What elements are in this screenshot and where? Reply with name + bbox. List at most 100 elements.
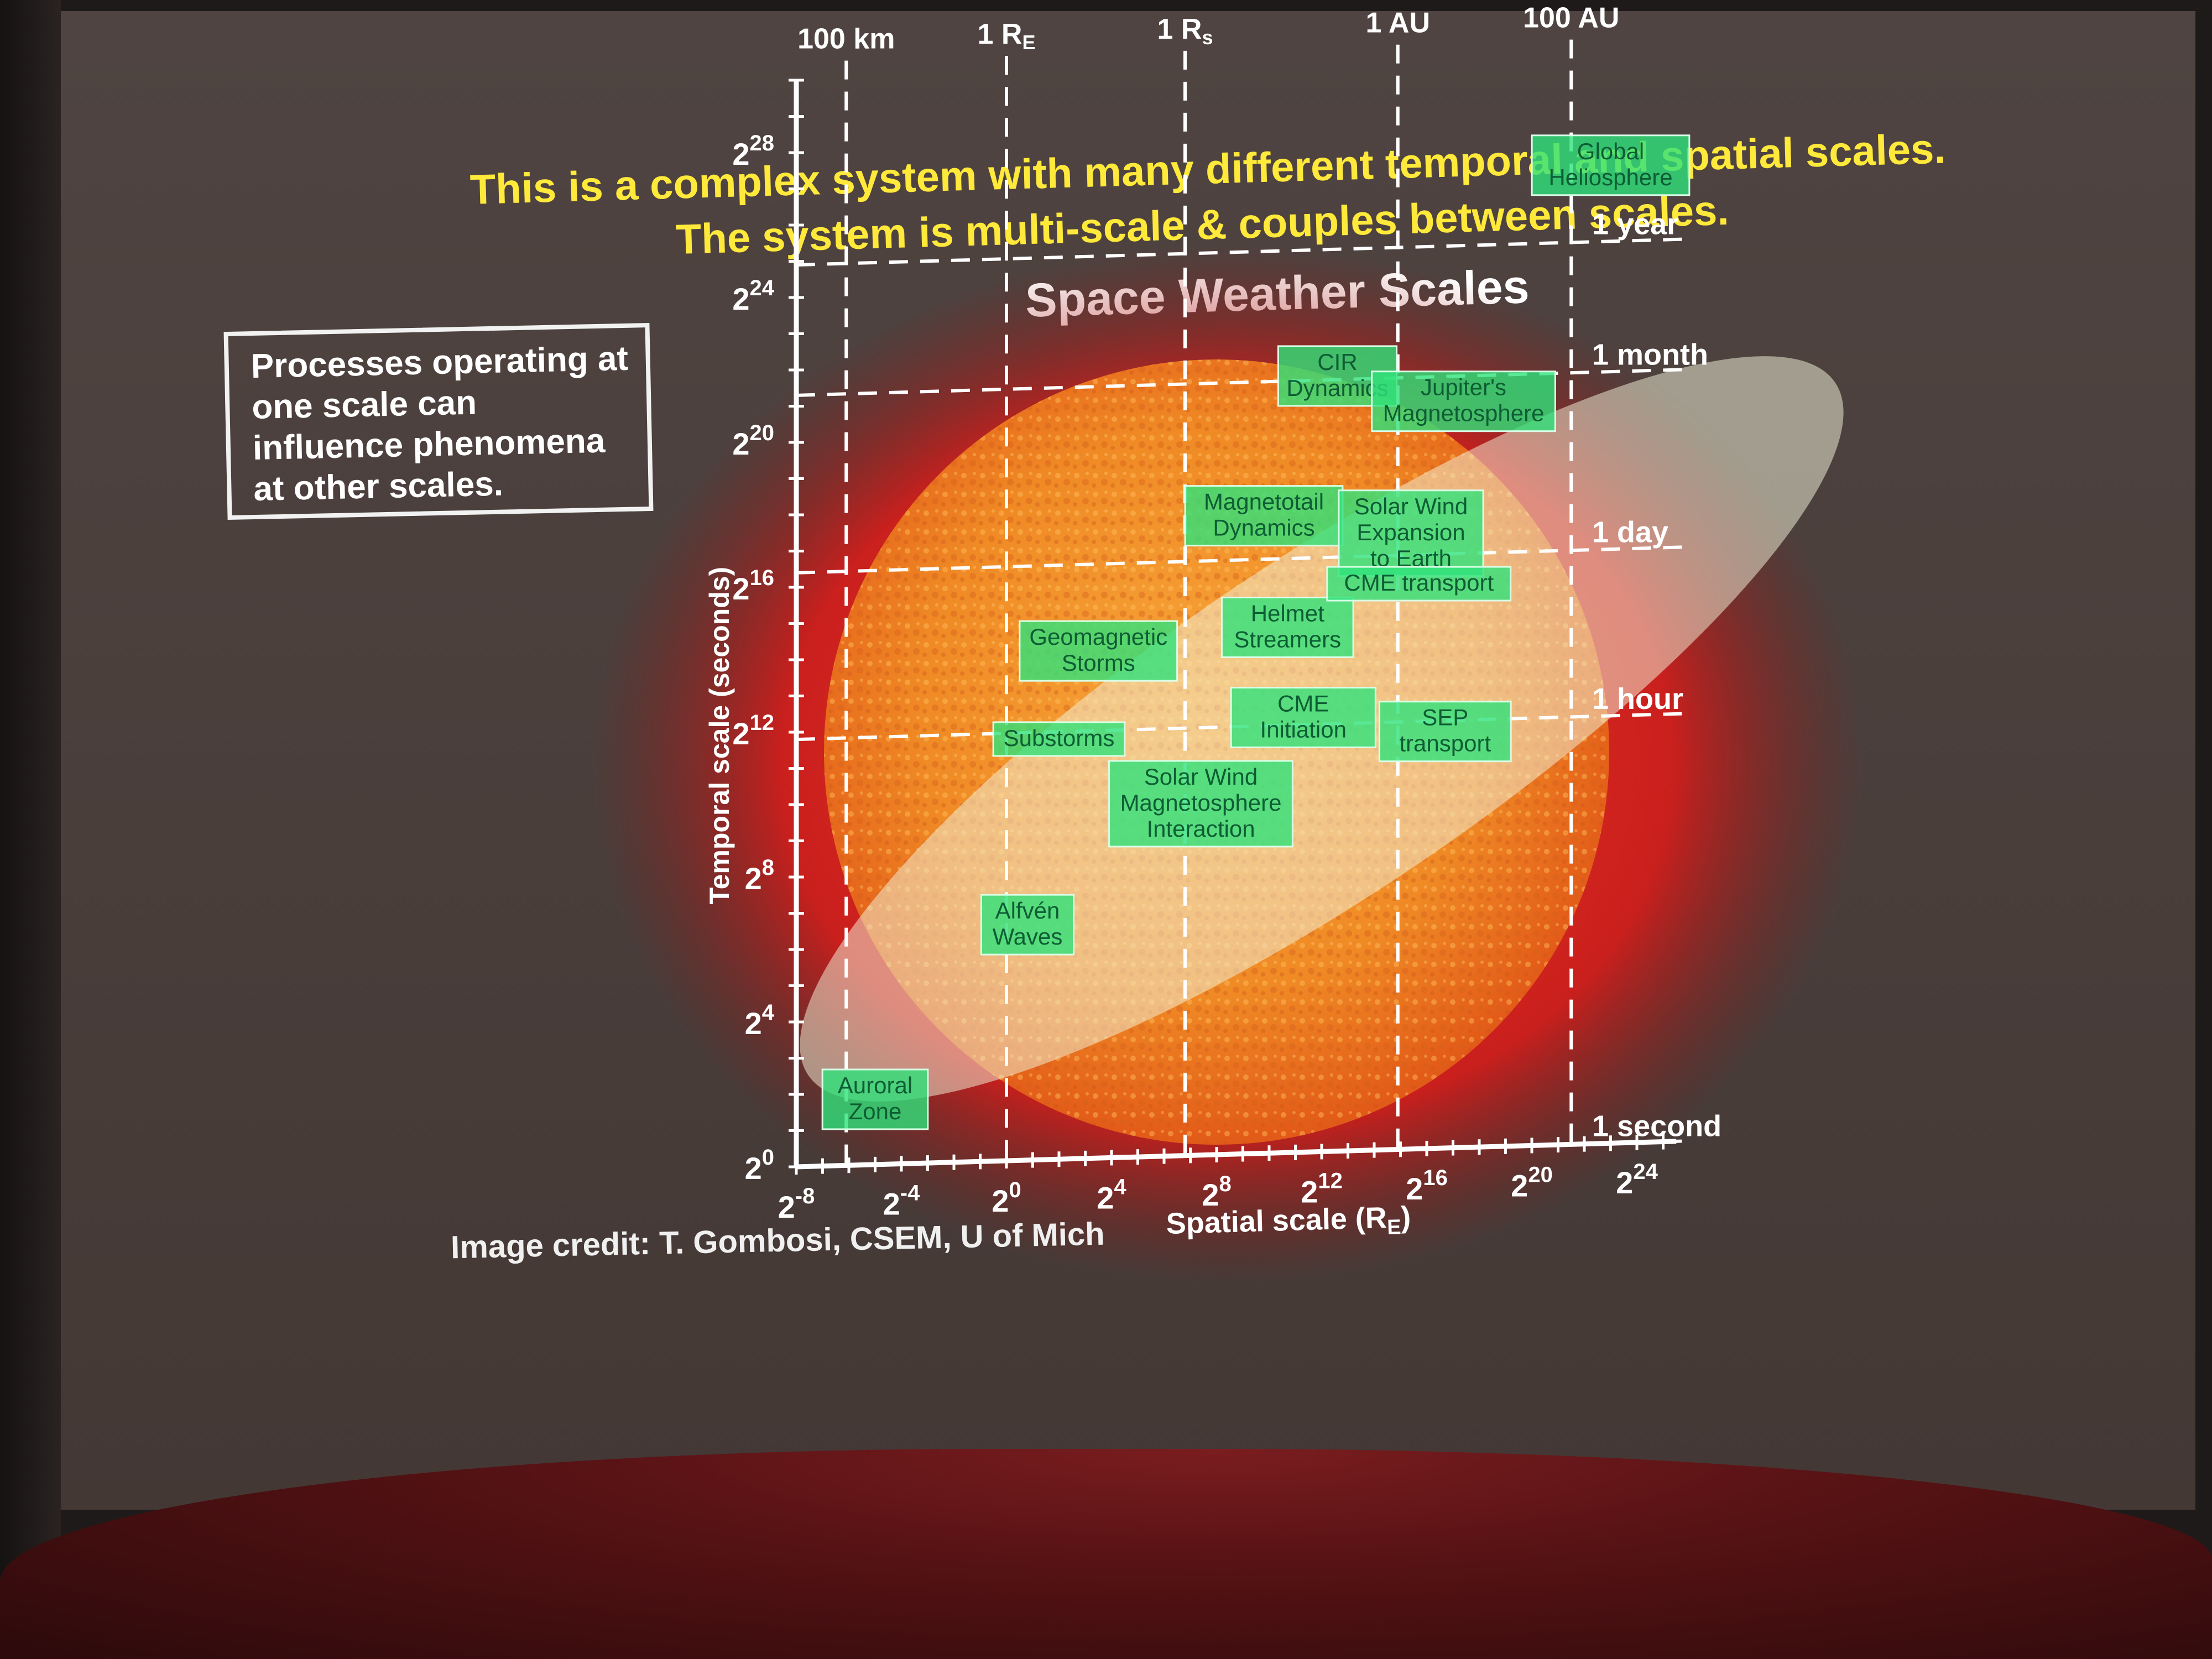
y-tick-base: 2 <box>732 571 749 606</box>
y-tick-exponent: 20 <box>750 421 775 445</box>
phenomenon-text: Global <box>1577 138 1644 164</box>
y-axis-label: Temporal scale (seconds) <box>704 567 735 904</box>
x-tick-base: 2 <box>1406 1171 1423 1206</box>
temporal-reference-label: 1 day <box>1592 515 1668 549</box>
y-tick-exponent: 4 <box>762 1000 775 1025</box>
room-wall <box>0 0 61 1659</box>
spatial-reference-text: 100 km <box>797 23 895 55</box>
x-tick-exponent: 24 <box>1633 1160 1658 1184</box>
phenomenon-box <box>1108 760 1293 848</box>
x-tick-label: 216 <box>1406 1166 1448 1206</box>
y-tick-label: 212 <box>732 711 774 751</box>
phenomenon-text: Magnetosphere <box>1120 790 1282 816</box>
phenomenon-box <box>1531 134 1691 196</box>
phenomenon-text: CME <box>1277 690 1329 716</box>
spatial-reference-label: 1 AU <box>1365 7 1430 39</box>
y-tick-exponent: 28 <box>750 131 775 155</box>
phenomenon-box <box>1338 489 1484 577</box>
y-tick-base: 2 <box>732 426 749 461</box>
phenomenon-box <box>980 894 1075 956</box>
x-tick-exponent: -4 <box>900 1181 920 1205</box>
phenomenon-text: Solar Wind <box>1354 493 1468 519</box>
x-tick-label: 2-8 <box>778 1184 815 1224</box>
x-axis-line <box>796 1139 1677 1170</box>
phenomenon-text: CME transport <box>1344 570 1494 596</box>
phenomenon-box <box>1371 371 1556 432</box>
x-axis-title: Spatial scale (RE) <box>1166 1201 1411 1245</box>
temporal-reference-label: 1 hour <box>1592 682 1683 716</box>
phenomenon-text: Storms <box>1062 650 1135 676</box>
phenomenon-text: Interaction <box>1146 816 1255 842</box>
spatial-reference-label: 100 AU <box>1523 2 1619 34</box>
y-tick-exponent: 24 <box>750 276 775 300</box>
x-tick-label: 2-4 <box>883 1181 920 1221</box>
y-tick-label: 228 <box>732 131 774 171</box>
x-tick-base: 2 <box>1616 1165 1633 1200</box>
x-tick-exponent: -8 <box>795 1184 815 1208</box>
phenomenon-box <box>1230 686 1376 748</box>
temporal-reference-line <box>796 368 1684 397</box>
phenomenon-text: Solar Wind <box>1144 764 1258 790</box>
spatial-reference-label: 1 Rs <box>1157 13 1213 49</box>
phenomenon-text: Zone <box>849 1098 902 1124</box>
temporal-reference-line <box>796 237 1684 267</box>
y-tick-label: 24 <box>745 1000 775 1041</box>
phenomenon-text: transport <box>1399 731 1491 757</box>
x-tick-base: 2 <box>992 1183 1009 1218</box>
phenomenon-text: Helmet <box>1251 600 1324 626</box>
phenomenon-text: Streamers <box>1234 626 1341 652</box>
phenomenon-label: Substorms <box>992 721 1126 757</box>
phenomenon-box <box>992 721 1126 757</box>
temporal-reference-label: 1 second <box>1592 1110 1721 1143</box>
spatial-reference-sub: E <box>1022 31 1035 54</box>
phenomenon-text: Magnetotail <box>1204 489 1324 515</box>
y-tick-exponent: 0 <box>762 1145 774 1170</box>
x-axis-label-sub: E <box>1387 1215 1402 1239</box>
x-tick-base: 2 <box>1511 1168 1528 1203</box>
spatial-reference-text: 1 R <box>1157 13 1202 45</box>
phenomenon-text: Initiation <box>1260 716 1347 742</box>
phenomenon-box <box>821 1068 929 1130</box>
y-tick-exponent: 12 <box>750 711 775 735</box>
phenomenon-text: Heliosphere <box>1548 164 1672 190</box>
y-tick-base: 2 <box>732 716 749 751</box>
y-tick-label: 20 <box>745 1145 774 1186</box>
phenomenon-box <box>1378 701 1512 763</box>
y-tick-label: 220 <box>732 421 774 461</box>
x-tick-exponent: 12 <box>1318 1168 1343 1193</box>
phenomenon-text: Alfvén <box>995 898 1060 924</box>
y-tick-label: 28 <box>745 855 774 896</box>
y-tick-label: 216 <box>732 566 774 606</box>
phenomenon-box <box>1019 620 1178 682</box>
spatial-reference-text: 1 R <box>978 18 1022 50</box>
temporal-reference-line <box>796 545 1684 575</box>
x-tick-label: 20 <box>992 1178 1021 1218</box>
spatial-reference-text: 100 AU <box>1523 2 1619 34</box>
x-tick-base: 2 <box>883 1186 900 1221</box>
y-tick-label: 224 <box>732 276 774 316</box>
spatial-reference-text: 1 AU <box>1365 7 1430 39</box>
x-tick-label: 24 <box>1097 1175 1126 1215</box>
phenomenon-text: Expansion <box>1357 519 1465 545</box>
phenomenon-text: Jupiter's <box>1421 374 1506 400</box>
y-tick-base: 2 <box>745 1151 762 1186</box>
x-axis-label-main: Spatial scale (R <box>1166 1201 1387 1240</box>
y-tick-base: 2 <box>745 1006 762 1041</box>
x-axis-label: Spatial scale (RE) <box>1166 1201 1411 1245</box>
phenomenon-text: Dynamics <box>1213 515 1314 541</box>
spatial-reference-sub: s <box>1202 26 1213 49</box>
temporal-reference-label: 1 year <box>1592 208 1678 241</box>
